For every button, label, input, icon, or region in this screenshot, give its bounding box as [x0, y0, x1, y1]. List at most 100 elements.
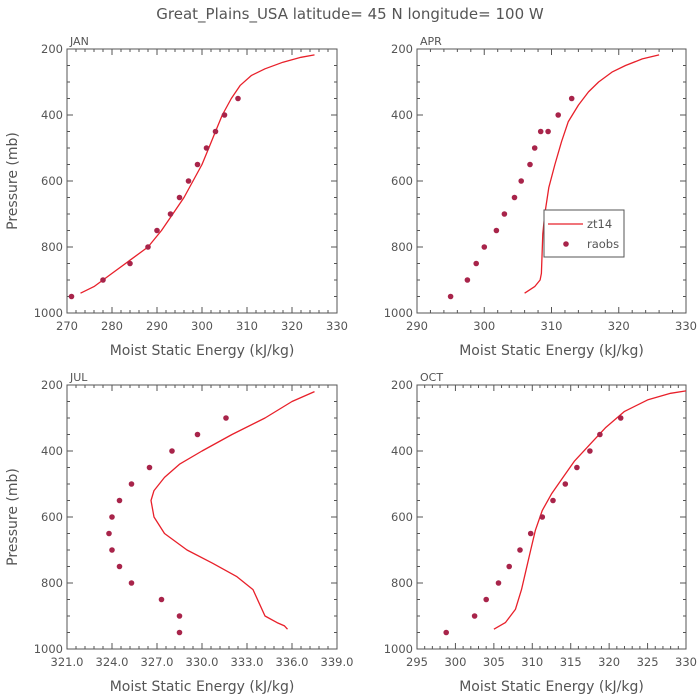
x-tick-label: 310 — [236, 319, 258, 333]
y-tick-label: 1000 — [34, 642, 63, 656]
panel-jan: JAN 270 280 290 300 310 320 330 1000 800 600 400 200… — [5, 35, 348, 359]
series-zt14 — [493, 390, 687, 630]
raobs-point — [194, 431, 201, 438]
x-tick-label: 305 — [483, 655, 505, 669]
x-tick-label: 336.0 — [276, 655, 309, 669]
model-line-apr — [524, 54, 660, 294]
raobs-point — [128, 580, 135, 586]
raobs-point — [154, 227, 160, 234]
raobs-point — [550, 497, 556, 504]
y-tick-label: 1000 — [384, 642, 413, 656]
x-tick-label: 321.0 — [51, 655, 84, 669]
x-axis-label: Moist Static Energy (kJ/kg) — [110, 679, 295, 695]
x-tick-label: 330 — [675, 655, 697, 669]
x-tick-label: 327.0 — [141, 655, 174, 669]
series-raobs — [447, 95, 575, 300]
panels: JAN 270 280 290 300 310 320 330 1000 800 600 400 200… — [5, 35, 697, 695]
raobs-point — [68, 293, 75, 300]
raobs-point — [473, 260, 480, 267]
raobs-point — [443, 629, 450, 636]
x-tick-label: 325 — [637, 655, 659, 669]
x-axis-label: Moist Static Energy (kJ/kg) — [459, 679, 644, 695]
model-line-jul — [150, 391, 315, 630]
x-tick-label: 339.0 — [321, 655, 354, 669]
raobs-point — [158, 596, 165, 603]
raobs-point — [169, 448, 175, 454]
raobs-point — [483, 596, 490, 603]
raobs-point — [221, 112, 228, 118]
raobs-point — [511, 194, 518, 201]
raobs-point — [212, 128, 219, 135]
y-tick-label: 200 — [391, 378, 413, 392]
raobs-point — [145, 244, 151, 250]
raobs-point — [176, 629, 183, 636]
x-tick-label: 290 — [146, 319, 168, 333]
y-tick-label: 600 — [41, 510, 63, 524]
series-raobs — [68, 95, 241, 300]
figure-title: Great_Plains_USA latitude= 45 N longitud… — [156, 5, 544, 24]
panel-jul: JUL 321.0 324.0 327.0 330.0 333.0 336.0 339.0 10… — [5, 371, 353, 695]
raobs-point — [176, 613, 183, 619]
series-zt14 — [524, 54, 660, 294]
raobs-point — [506, 563, 512, 570]
x-tick-label: 290 — [406, 319, 428, 333]
y-tick-label: 600 — [41, 174, 63, 188]
raobs-point — [481, 244, 488, 250]
x-tick-label: 320 — [598, 655, 620, 669]
x-tick-label: 333.0 — [231, 655, 264, 669]
raobs-point — [185, 178, 192, 184]
y-tick-label: 200 — [41, 42, 63, 56]
raobs-point — [493, 227, 500, 234]
raobs-point — [617, 415, 624, 421]
raobs-point — [587, 448, 593, 454]
x-tick-label: 300 — [191, 319, 213, 333]
raobs-point — [539, 514, 546, 520]
y-tick-label: 800 — [391, 576, 413, 590]
panel-label: APR — [420, 35, 442, 48]
legend-model-label: zt14 — [587, 217, 612, 231]
raobs-point — [109, 514, 115, 520]
raobs-point — [527, 161, 533, 168]
raobs-point — [109, 547, 115, 553]
raobs-point — [537, 128, 544, 135]
panel-oct: OCT 295 300 305 310 315 320 325 330 1000 800 600 400… — [384, 371, 697, 695]
x-tick-label: 270 — [56, 319, 78, 333]
series-zt14 — [150, 391, 315, 630]
y-tick-label: 1000 — [384, 306, 413, 320]
x-tick-label: 324.0 — [96, 655, 129, 669]
model-line-oct — [493, 390, 687, 630]
x-tick-label: 330.0 — [186, 655, 219, 669]
raobs-point — [116, 497, 123, 504]
y-tick-label: 400 — [41, 108, 63, 122]
raobs-point — [235, 95, 241, 102]
x-tick-label: 310 — [541, 319, 563, 333]
raobs-point — [447, 293, 454, 300]
y-tick-label: 200 — [41, 378, 63, 392]
x-axis-label: Moist Static Energy (kJ/kg) — [110, 343, 295, 359]
x-tick-label: 310 — [521, 655, 543, 669]
raobs-point — [146, 464, 153, 471]
series-zt14 — [80, 54, 315, 294]
raobs-point — [100, 277, 106, 283]
raobs-point — [106, 530, 112, 537]
raobs-point — [597, 431, 603, 438]
y-tick-label: 800 — [391, 240, 413, 254]
raobs-point — [471, 613, 478, 619]
legend-raobs-marker — [563, 241, 569, 247]
x-tick-label: 320 — [608, 319, 630, 333]
x-tick-label: 320 — [281, 319, 303, 333]
x-tick-label: 300 — [473, 319, 495, 333]
raobs-point — [223, 415, 229, 421]
raobs-point — [562, 481, 569, 487]
legend: zt14 raobs — [543, 209, 625, 258]
raobs-point — [555, 112, 561, 118]
panel-apr: APR 290 300 310 320 330 1000 800 600 400 200 Moist … — [384, 35, 697, 359]
y-tick-label: 400 — [391, 444, 413, 458]
legend-raobs-label: raobs — [587, 237, 619, 251]
raobs-point — [501, 211, 508, 217]
raobs-point — [127, 260, 133, 267]
panel-label: JAN — [69, 35, 89, 48]
y-tick-label: 1000 — [34, 306, 63, 320]
